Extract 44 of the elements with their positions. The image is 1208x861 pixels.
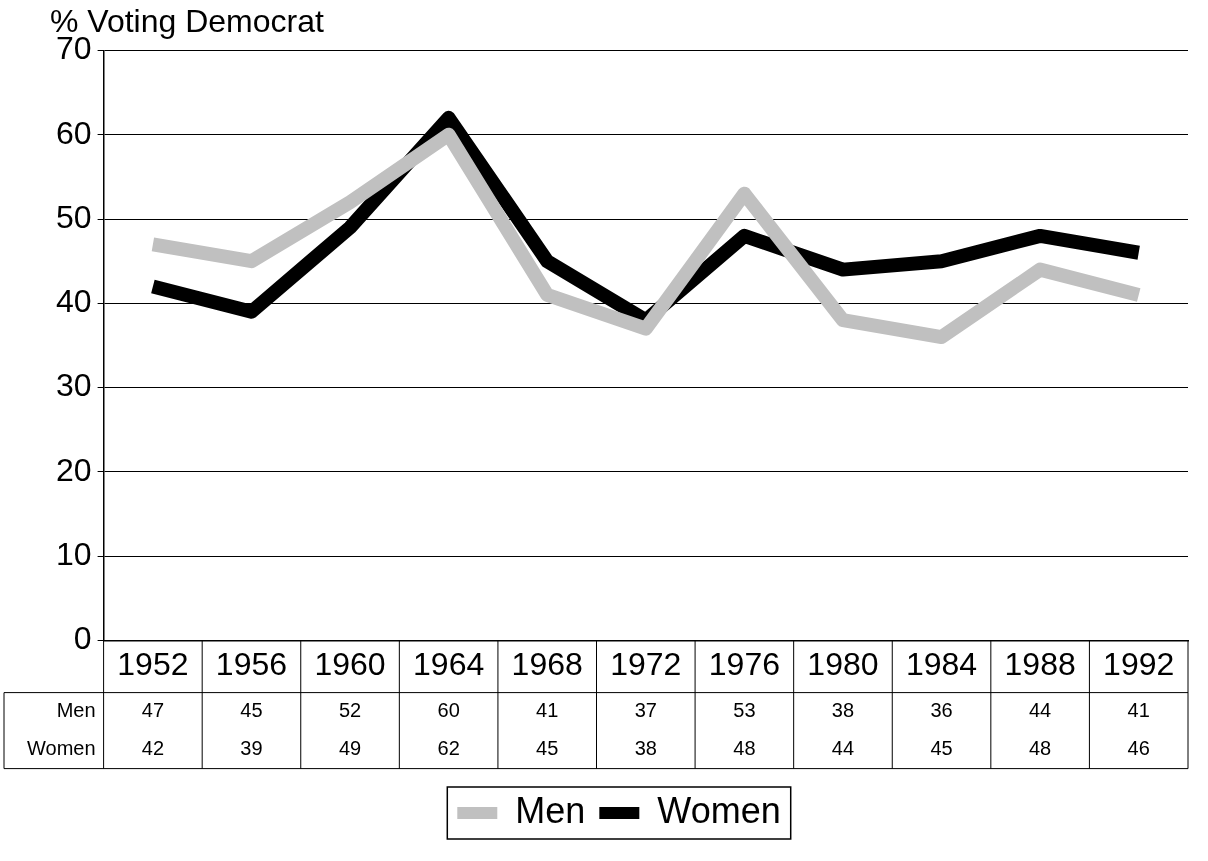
text: Women [27,737,96,760]
y-tick-label: 0 [73,620,92,657]
x-tick-label: 1984 [905,645,978,682]
data-label: 41 [536,699,559,722]
x-tick-label: 1980 [807,645,879,682]
data-label: 42 [141,737,165,760]
x-tick-label: 1952 [117,645,189,682]
data-label: 45 [930,737,953,760]
text: Men [56,699,96,722]
data-label: 62 [437,737,460,760]
legend-label: Women [657,789,781,831]
y-tick-label: 50 [56,198,92,235]
x-tick-label: 1960 [314,645,386,682]
x-tick-label: 1968 [511,645,583,682]
y-tick-label: 60 [56,114,92,151]
data-label: 46 [1127,737,1150,760]
data-label: 48 [1029,737,1052,760]
data-label: 44 [1029,699,1052,722]
data-label: 53 [733,699,756,722]
y-tick-label: 10 [56,536,92,573]
y-tick-label: 30 [56,367,92,404]
x-tick-label: 1956 [215,645,288,682]
data-label: 49 [338,737,362,760]
x-tick-label: 1992 [1103,645,1175,682]
data-label: 48 [733,737,756,760]
x-tick-label: 1972 [610,645,682,682]
data-label: 38 [634,737,657,760]
y-tick-label: 20 [56,451,92,488]
data-label: 37 [634,699,657,722]
data-label: 38 [831,699,855,722]
x-tick-label: 1988 [1004,645,1076,682]
x-tick-label: 1976 [708,645,780,682]
data-label: 44 [831,737,855,760]
data-label: 39 [240,737,263,760]
data-label: 45 [240,699,263,722]
data-label: 45 [536,737,559,760]
y-tick-label: 40 [56,283,92,320]
x-tick-label: 1964 [413,645,485,682]
data-label: 36 [930,699,953,722]
data-label: 52 [338,699,362,722]
data-label: 60 [437,699,460,722]
data-label: 41 [1127,699,1150,722]
data-label: 47 [141,699,165,722]
legend-label: Men [515,789,586,831]
